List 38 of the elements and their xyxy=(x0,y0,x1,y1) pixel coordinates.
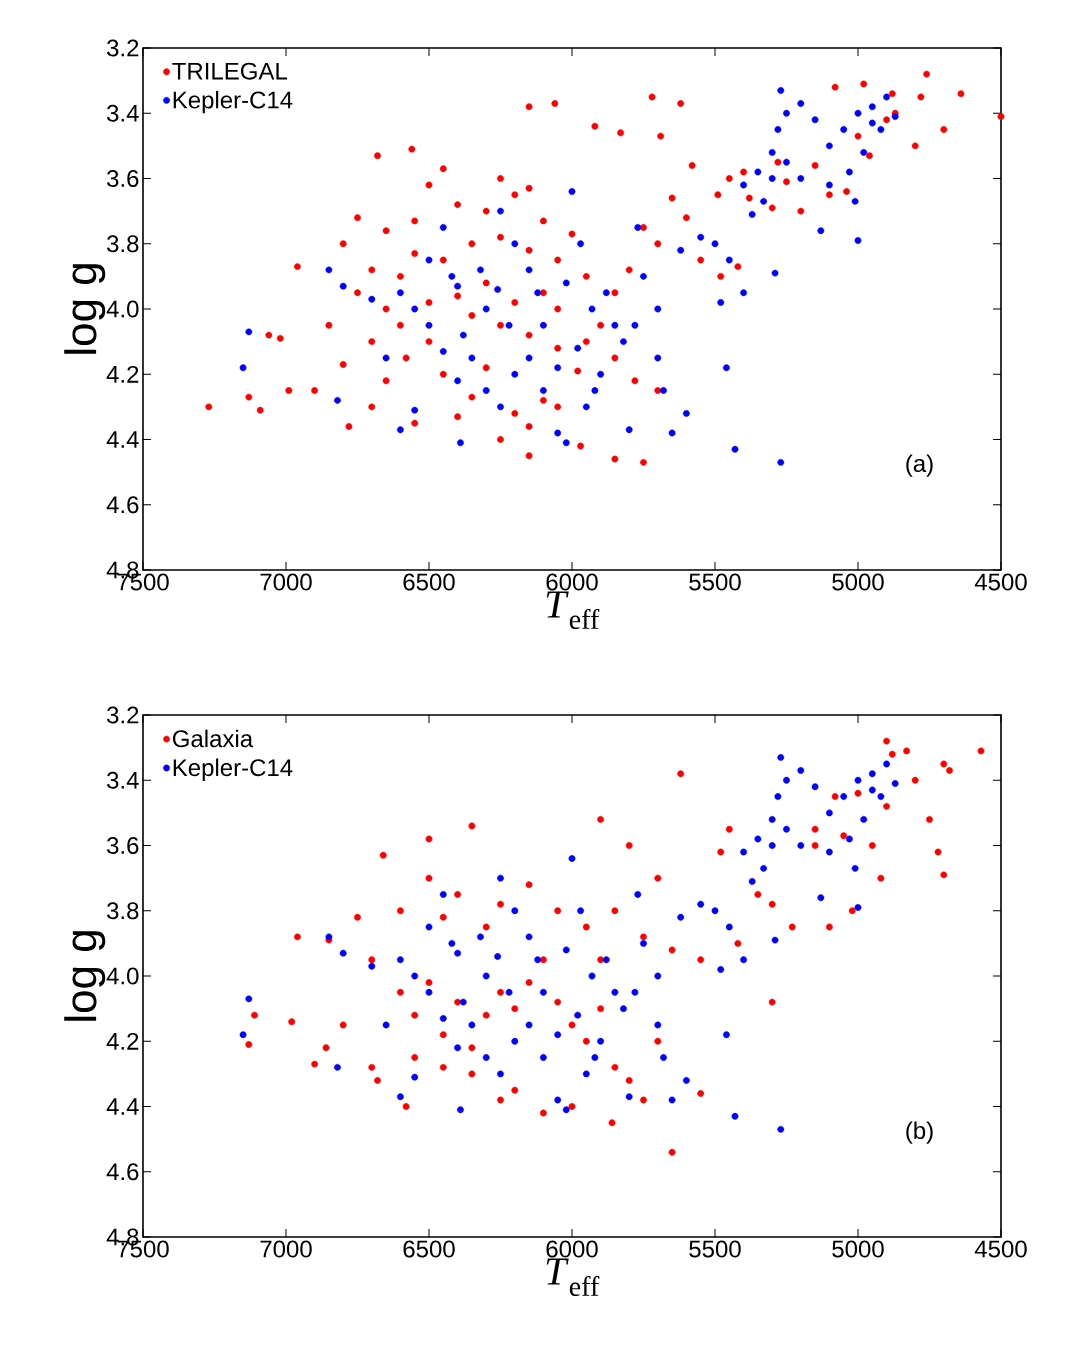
annotation: (b) xyxy=(906,1121,933,1144)
x-tick-label: 5000 xyxy=(832,573,884,591)
legend-label: TRILEGAL xyxy=(172,62,287,80)
legend-label: Kepler-C14 xyxy=(173,758,293,781)
y-axis-title: log g xyxy=(64,931,106,1021)
x-tick-label: 6000 xyxy=(546,1240,598,1258)
x-tick-label: 6000 xyxy=(546,573,598,591)
x-tick-label: 4500 xyxy=(974,573,1027,591)
y-tick-label: 3.6 xyxy=(107,170,139,187)
y-tick-label: 4.0 xyxy=(106,300,139,318)
y-tick-label: 3.4 xyxy=(107,104,139,122)
y-tick-label: 4.6 xyxy=(106,496,139,514)
x-tick-label: 7000 xyxy=(260,573,312,591)
x-tick-label: 5500 xyxy=(689,573,741,591)
x-tick-label: 5000 xyxy=(832,1240,884,1258)
x-tick-label: 6500 xyxy=(403,573,455,591)
y-tick-label: 3.8 xyxy=(107,235,139,253)
x-tick-label: 7000 xyxy=(260,1240,312,1258)
legend-label: Kepler-C14 xyxy=(173,90,293,114)
x-tick-label: 6500 xyxy=(403,1240,455,1258)
y-tick-label: 4.4 xyxy=(106,431,139,448)
y-tick-label: 3.6 xyxy=(107,837,139,854)
y-tick-label: 3.4 xyxy=(107,771,139,789)
y-tick-label: 4.2 xyxy=(106,365,139,383)
y-axis-title: log g xyxy=(64,264,106,354)
y-tick-label: 4.4 xyxy=(106,1098,139,1115)
legend-label: Galaxia xyxy=(172,729,254,748)
x-tick-label: 4500 xyxy=(974,1240,1027,1258)
y-tick-label: 4.0 xyxy=(106,967,139,985)
x-axis-title: T$_{eff}$ xyxy=(546,1258,600,1296)
y-tick-label: 3.8 xyxy=(107,902,139,920)
x-tick-label: 5500 xyxy=(689,1240,741,1258)
y-tick-label: 4.2 xyxy=(106,1032,139,1050)
y-tick-label: 3.2 xyxy=(107,39,139,57)
y-tick-label: 4.6 xyxy=(106,1163,139,1181)
x-axis-title: T$_{eff}$ xyxy=(546,591,600,629)
y-tick-label: 3.2 xyxy=(107,706,139,724)
annotation: (a) xyxy=(906,454,933,477)
